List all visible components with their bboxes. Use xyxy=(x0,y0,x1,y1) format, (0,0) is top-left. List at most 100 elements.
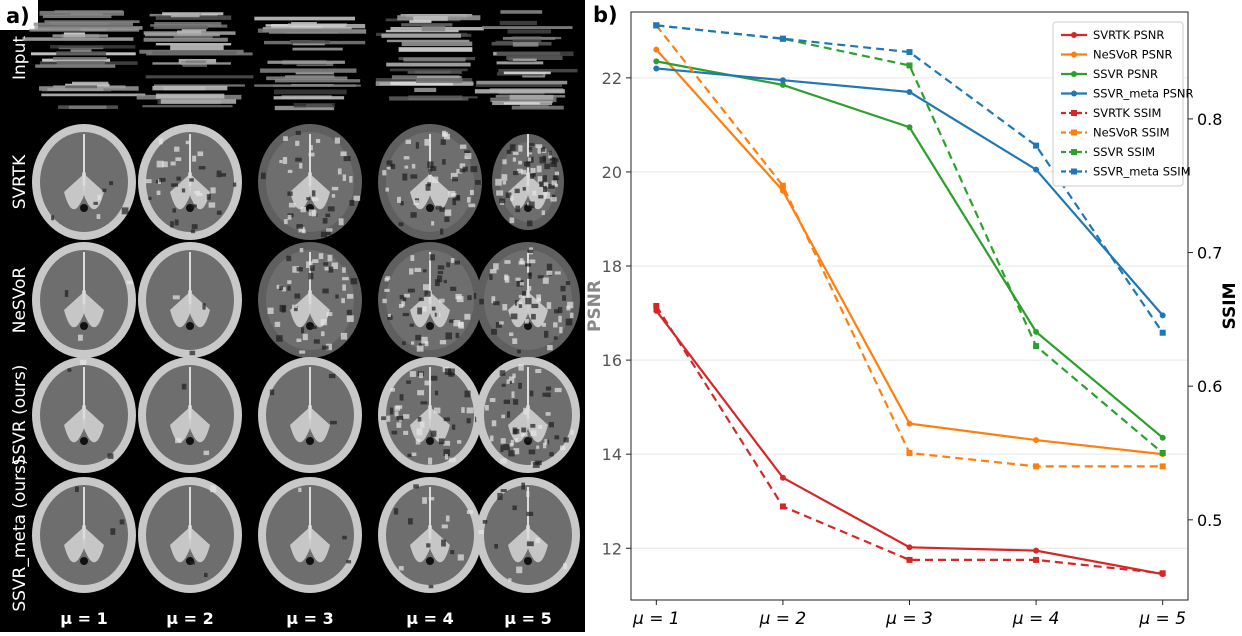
brain-image-tile xyxy=(258,242,362,358)
data-point xyxy=(779,77,786,84)
brain-image-tile xyxy=(375,13,484,101)
brain-image-tile xyxy=(476,357,580,473)
data-point xyxy=(1033,166,1040,173)
data-point xyxy=(1033,328,1040,335)
brain-image-tile xyxy=(378,242,482,358)
legend-label: SSVR SSIM xyxy=(1093,145,1155,159)
data-point xyxy=(653,22,660,29)
y-left-tick-label: 14 xyxy=(602,445,622,464)
legend-marker xyxy=(1071,90,1077,97)
y-right-tick-label: 0.7 xyxy=(1197,244,1222,263)
data-point xyxy=(1033,343,1040,350)
panel-a-label-box xyxy=(0,0,38,30)
brain-image-tile xyxy=(32,357,136,473)
brain-image-tile xyxy=(258,357,362,473)
y-right-axis-label: SSIM xyxy=(1220,283,1240,330)
brain-image-tile xyxy=(476,242,580,358)
row-label: Input xyxy=(10,36,30,80)
data-point xyxy=(1159,434,1166,441)
data-point xyxy=(906,62,913,69)
data-point xyxy=(779,35,786,42)
row-label: SVRTK xyxy=(10,154,30,209)
y-right-tick-label: 0.8 xyxy=(1197,110,1222,129)
column-label: μ = 5 xyxy=(504,609,551,628)
y-right-tick-label: 0.5 xyxy=(1197,511,1222,530)
data-point xyxy=(1033,556,1040,563)
row-label: SSVR (ours) xyxy=(10,365,30,466)
data-point xyxy=(906,88,913,95)
data-point xyxy=(906,556,913,563)
data-point xyxy=(1159,450,1166,456)
data-point xyxy=(653,46,660,53)
legend-label: SSVR_meta PSNR xyxy=(1093,87,1194,101)
x-tick-label: μ = 1 xyxy=(632,609,680,629)
data-point xyxy=(779,474,786,481)
data-point xyxy=(906,420,913,427)
data-point xyxy=(906,450,913,456)
legend-label: SSVR PSNR xyxy=(1093,67,1158,81)
legend-marker xyxy=(1071,51,1077,58)
x-tick-label: μ = 4 xyxy=(1012,609,1060,629)
brain-image-tile xyxy=(258,124,362,240)
brain-image-tile xyxy=(138,477,242,593)
legend-marker xyxy=(1071,168,1077,175)
data-point xyxy=(906,544,913,551)
brain-image-tile xyxy=(476,477,580,593)
legend-marker xyxy=(1071,32,1077,38)
y-left-tick-label: 12 xyxy=(602,539,622,558)
brain-image-tile xyxy=(138,242,242,358)
data-point xyxy=(1033,463,1040,470)
legend-marker xyxy=(1071,149,1077,155)
legend-box xyxy=(1052,21,1184,187)
y-left-tick-label: 18 xyxy=(602,257,622,276)
brain-image-tile xyxy=(474,10,578,110)
row-label: SSVR_meta (ours) xyxy=(10,458,30,611)
legend-marker xyxy=(1071,129,1077,136)
line-chart-svg: b) 12 14 16 18 20 22 0.5 0.6 0.7 0.8 μ = 1 μ = 2 μ = … xyxy=(585,3,1240,629)
legend-marker xyxy=(1071,71,1077,77)
brain-image-tile xyxy=(492,134,564,230)
panel-b-label: b) xyxy=(593,3,618,27)
column-label: μ = 4 xyxy=(406,609,453,628)
panel-a-image-grid: a) Input SVRTK NeSVoR SSVR (ours) SSVR_meta (… xyxy=(0,0,585,632)
brain-image-tile xyxy=(378,477,482,593)
series-line xyxy=(655,305,1163,575)
data-point xyxy=(906,49,913,56)
x-tick-label: μ = 5 xyxy=(1138,609,1186,629)
data-point xyxy=(1159,570,1166,577)
data-point xyxy=(779,182,786,189)
brain-image-tile xyxy=(136,12,254,108)
row-label: NeSVoR xyxy=(10,267,30,334)
data-point xyxy=(1159,312,1166,319)
brain-image-tile xyxy=(138,124,242,240)
brain-image-tile xyxy=(32,242,136,358)
column-label: μ = 3 xyxy=(286,609,333,628)
data-point xyxy=(1159,463,1166,470)
legend-label: SSVR_meta SSIM xyxy=(1093,165,1191,179)
y-left-axis-label: PSNR xyxy=(585,280,605,332)
brain-image-tile xyxy=(32,124,136,240)
data-point xyxy=(779,503,786,510)
x-tick-label: μ = 2 xyxy=(759,609,807,629)
data-point xyxy=(653,65,660,72)
y-left-tick-label: 22 xyxy=(602,69,622,88)
brain-image-tile xyxy=(378,124,482,240)
data-point xyxy=(653,303,660,309)
y-left-tick-label: 16 xyxy=(602,351,622,370)
column-label: μ = 1 xyxy=(60,609,107,628)
data-point xyxy=(653,58,660,65)
data-point xyxy=(906,124,913,131)
x-tick-label: μ = 3 xyxy=(885,609,933,629)
brain-image-tile xyxy=(378,357,482,473)
panel-b-chart: b) 12 14 16 18 20 22 0.5 0.6 0.7 0.8 μ = 1 μ = 2 μ = … xyxy=(585,0,1242,632)
data-point xyxy=(1033,142,1040,149)
brain-image-tile xyxy=(32,477,136,593)
legend-label: SVRTK SSIM xyxy=(1093,106,1161,120)
brain-image-tile xyxy=(22,10,146,109)
data-point xyxy=(779,81,786,88)
y-right-tick-label: 0.6 xyxy=(1197,377,1222,396)
data-point xyxy=(1033,437,1040,444)
column-label: μ = 2 xyxy=(166,609,213,628)
brain-image-tile xyxy=(258,477,362,593)
brain-image-tile xyxy=(254,16,367,111)
